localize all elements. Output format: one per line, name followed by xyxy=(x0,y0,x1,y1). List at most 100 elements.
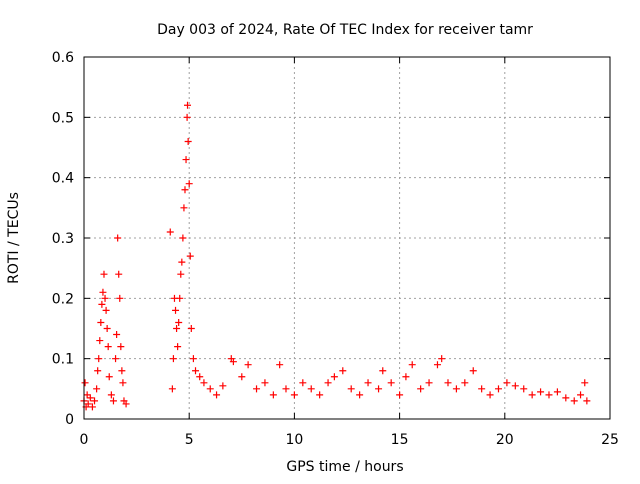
y-tick-label: 0.5 xyxy=(52,110,74,126)
data-point xyxy=(339,367,347,375)
data-point xyxy=(261,379,269,387)
data-point xyxy=(229,358,237,366)
y-tick-label: 0.6 xyxy=(52,50,74,66)
data-point xyxy=(528,391,536,399)
data-point xyxy=(213,391,221,399)
data-point xyxy=(253,385,261,393)
data-point xyxy=(91,397,99,405)
data-points xyxy=(80,101,591,411)
data-point xyxy=(583,397,591,405)
data-point xyxy=(109,397,117,405)
data-point xyxy=(282,385,290,393)
data-point xyxy=(408,361,416,369)
data-point xyxy=(186,252,194,260)
data-point xyxy=(577,391,585,399)
data-point xyxy=(276,361,284,369)
data-point xyxy=(545,391,553,399)
plot-frame xyxy=(83,56,611,420)
data-point xyxy=(452,385,460,393)
data-point xyxy=(433,361,441,369)
data-point xyxy=(196,373,204,381)
data-point xyxy=(176,294,184,302)
data-point xyxy=(98,300,106,308)
data-point xyxy=(180,204,188,212)
data-point xyxy=(102,306,110,314)
data-point xyxy=(330,373,338,381)
data-point xyxy=(95,355,103,363)
y-tick-label: 0.1 xyxy=(52,352,74,368)
data-point xyxy=(103,325,111,332)
data-point xyxy=(356,391,364,399)
data-point xyxy=(200,379,208,387)
data-point xyxy=(184,137,192,145)
data-point xyxy=(417,385,425,393)
data-point xyxy=(387,379,395,387)
data-point xyxy=(93,385,101,393)
data-point xyxy=(219,382,227,390)
data-point xyxy=(174,343,182,351)
data-point xyxy=(244,361,252,369)
data-point xyxy=(379,367,387,375)
data-point xyxy=(179,234,187,242)
axis-ticks: 0 5 10 15 20 25 0 0.1 0.2 0.3 0.4 0.5 0.6 xyxy=(52,50,619,448)
data-point xyxy=(115,270,123,278)
data-point xyxy=(425,379,433,387)
data-point xyxy=(181,186,189,194)
data-point xyxy=(84,400,92,408)
data-point xyxy=(469,367,477,375)
x-tick-label: 5 xyxy=(185,432,194,448)
data-point xyxy=(375,385,383,393)
data-point xyxy=(83,391,91,399)
data-point xyxy=(94,367,102,375)
data-point xyxy=(173,325,181,332)
x-tick-label: 20 xyxy=(496,432,514,448)
x-tick-label: 15 xyxy=(391,432,409,448)
data-point xyxy=(444,379,452,387)
data-point xyxy=(402,373,410,381)
data-point xyxy=(114,234,122,242)
data-point xyxy=(553,388,561,396)
x-axis-label: GPS time / hours xyxy=(286,459,403,475)
data-point xyxy=(100,270,108,278)
data-point xyxy=(189,355,197,363)
data-point xyxy=(438,355,446,363)
x-tick-label: 0 xyxy=(80,432,89,448)
data-point xyxy=(364,379,372,387)
data-point xyxy=(299,379,307,387)
data-point xyxy=(187,325,195,332)
data-point xyxy=(324,379,332,387)
data-point xyxy=(316,391,324,399)
data-point xyxy=(118,367,126,375)
data-point xyxy=(581,379,589,387)
y-axis-label: ROTI / TECUs xyxy=(6,192,22,284)
data-point xyxy=(177,270,185,278)
data-point xyxy=(192,367,200,375)
data-point xyxy=(169,355,177,363)
chart-title: Day 003 of 2024, Rate Of TEC Index for r… xyxy=(157,22,533,38)
y-tick-label: 0 xyxy=(65,412,74,428)
data-point xyxy=(185,180,193,188)
data-point xyxy=(520,385,528,393)
data-point xyxy=(172,306,180,314)
data-point xyxy=(461,379,469,387)
data-point xyxy=(494,385,502,393)
data-point xyxy=(107,391,115,399)
data-point xyxy=(104,343,112,351)
data-point xyxy=(96,337,104,345)
data-point xyxy=(182,156,190,164)
data-point xyxy=(184,101,192,109)
data-point xyxy=(101,294,109,302)
data-point xyxy=(88,403,96,411)
data-point xyxy=(269,391,277,399)
data-point xyxy=(206,385,214,393)
data-point xyxy=(396,391,404,399)
data-point xyxy=(116,294,124,302)
grid-lines xyxy=(84,57,610,419)
data-point xyxy=(166,228,174,236)
data-point xyxy=(486,391,494,399)
data-point xyxy=(105,373,113,381)
data-point xyxy=(81,379,89,387)
data-point xyxy=(537,388,545,396)
data-point xyxy=(175,318,183,326)
